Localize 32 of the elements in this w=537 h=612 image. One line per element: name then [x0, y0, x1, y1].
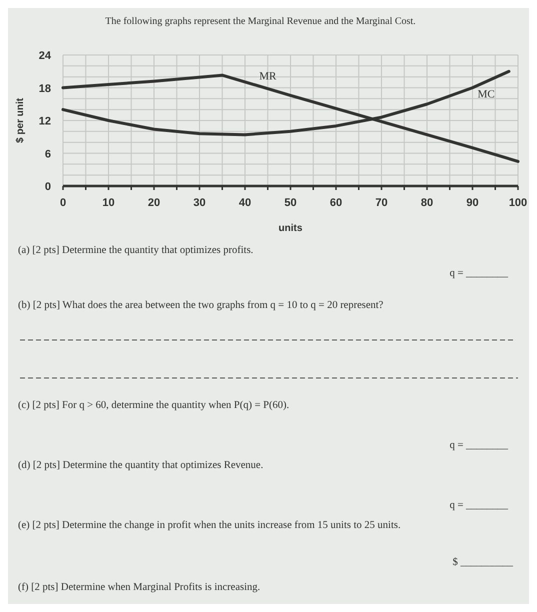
text: (f) [2 pts] Determine when Marginal Profits is increasing.	[18, 582, 260, 593]
y-tick-label: 12	[38, 116, 51, 128]
y-tick-label: 24	[38, 50, 52, 62]
y-tick-label: 6	[44, 148, 51, 160]
text: (e) [2 pts] Determine the change in profit when the units increase from 15 units to 25 units.	[18, 520, 401, 531]
x-tick-label: 20	[148, 197, 160, 209]
x-tick-label: 40	[238, 197, 252, 209]
text: (a) [2 pts] Determine the quantity that optimizes profits.	[18, 245, 254, 256]
text: q = ________	[450, 440, 509, 451]
x-tick-label: 30	[193, 197, 206, 209]
series-label: MC	[478, 88, 495, 101]
y-axis-title: $ per unit	[15, 97, 26, 144]
text: (d) [2 pts] Determine the quantity that optimizes Revenue.	[18, 460, 264, 471]
y-tick-label: 0	[44, 181, 51, 193]
x-tick-label: 0	[60, 197, 66, 209]
series-label: MR	[259, 70, 277, 83]
x-tick-label: 100	[508, 197, 528, 209]
x-axis-title: units	[278, 223, 303, 234]
x-tick-label: 90	[466, 197, 479, 209]
y-tick-label: 18	[38, 82, 51, 95]
text: q = ________	[450, 500, 509, 511]
text: q = ________	[450, 268, 509, 279]
x-tick-label: 70	[375, 197, 388, 209]
text: $ __________	[452, 557, 514, 568]
x-tick-label: 80	[420, 197, 434, 209]
text: (c) [2 pts] For q > 60, determine the quantity when P(q) = P(60).	[18, 400, 290, 411]
line-series	[62, 74, 520, 163]
chart-title: The following graphs represent the Marginal Revenue and the Marginal Cost.	[105, 16, 416, 27]
x-tick-label: 60	[330, 197, 342, 209]
x-tick-label: 10	[102, 197, 115, 209]
text: (b) [2 pts] What does the area between the two graphs from q = 10 to q = 20 represent?	[18, 300, 384, 311]
x-tick-label: 50	[284, 197, 297, 209]
